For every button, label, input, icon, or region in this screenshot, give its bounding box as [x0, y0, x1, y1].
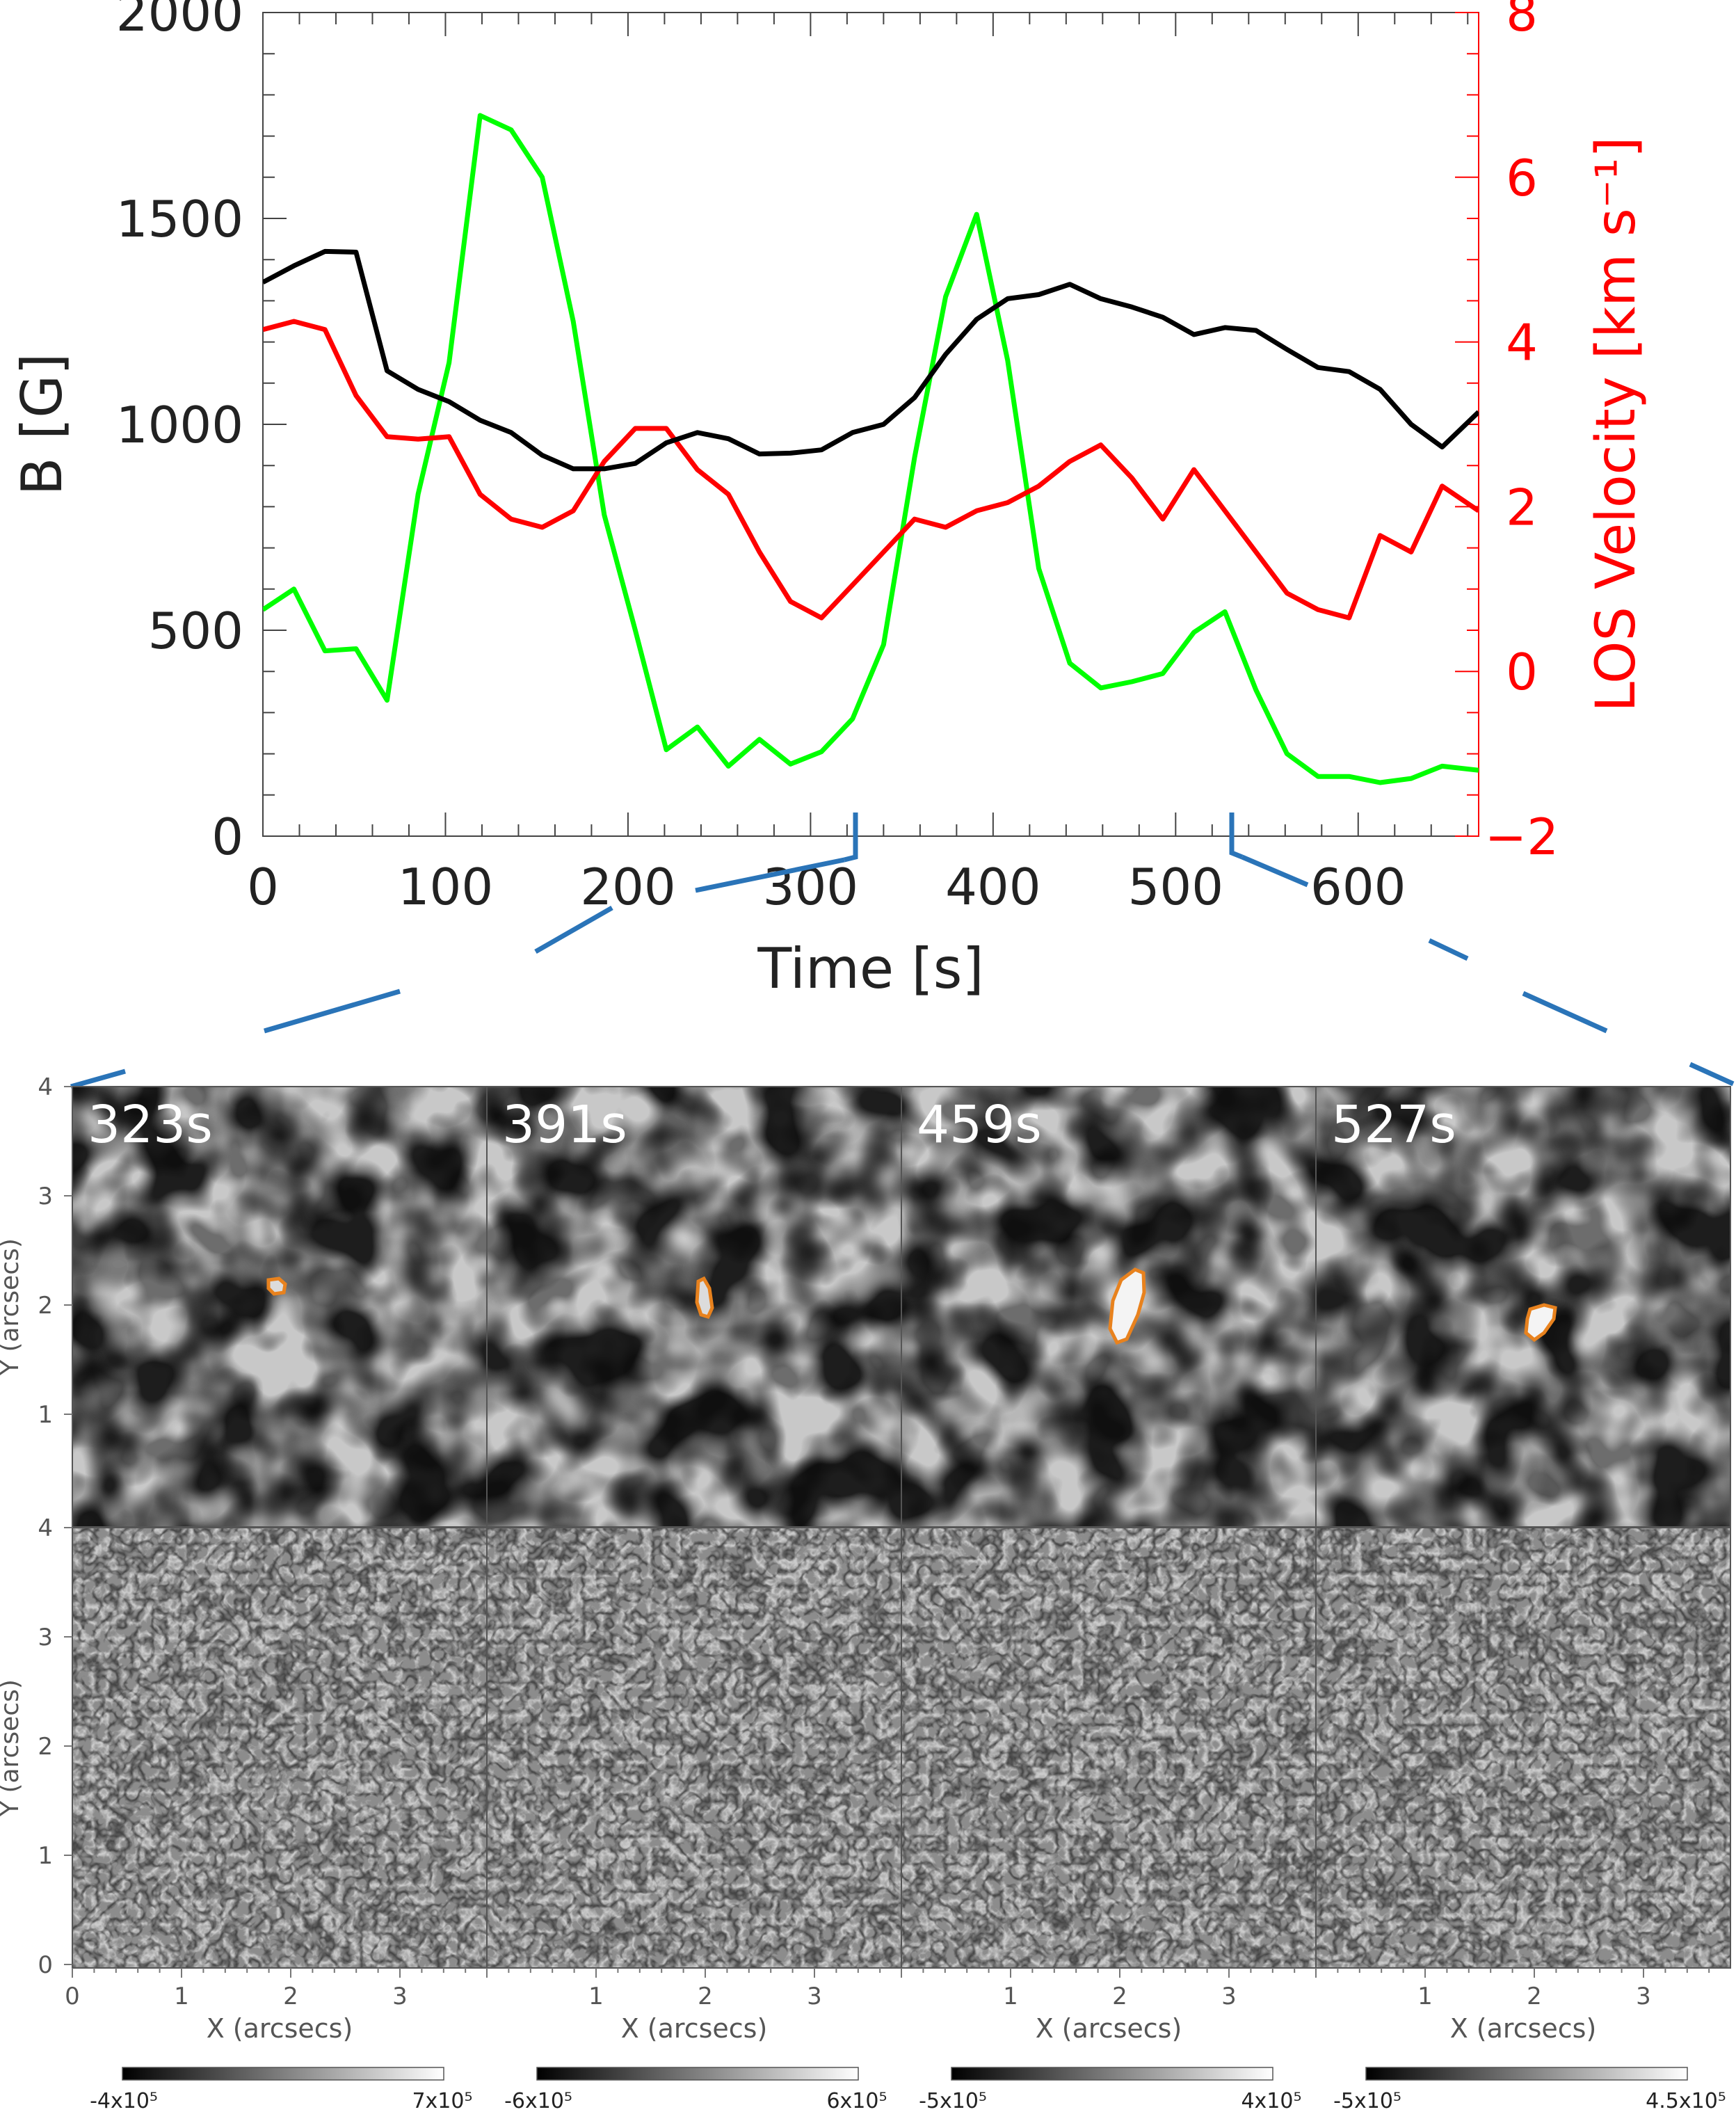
y-axis-label: B [G]: [10, 353, 74, 496]
y-tick-label: 1000: [116, 396, 243, 454]
y-right-axis-label: LOS Velocity [km s⁻¹]: [1585, 136, 1648, 712]
panel-frame: [1315, 1527, 1731, 1969]
vorticity-dark: [487, 1528, 901, 1968]
panel-y-axes: 1 2 3 4 Y (arcsecs) 0 1 2 3 4 Y (arcsecs): [0, 1073, 72, 1979]
y-right-tick-label: −2: [1485, 808, 1559, 866]
connector-left-bracket: [844, 813, 858, 863]
colorbar: [122, 2067, 444, 2081]
x-tick-label: 200: [580, 858, 675, 916]
y-tick-label: 4: [38, 1073, 53, 1101]
y-tick-label: 1: [38, 1401, 53, 1429]
panel-4: 527s 1 2 3 X (arcsecs) -5x10⁵ 4.5x10⁵: [1315, 1086, 1731, 2113]
series-line-green: [263, 113, 1479, 785]
panel-time-label: 391s: [502, 1095, 627, 1155]
connector-right-dashes: [1241, 854, 1735, 1087]
y-axis-label: Y (arcsecs): [0, 1679, 24, 1817]
panel-2: 391s 1 2 3 X (arcsecs) -6x10⁵ 6x10⁵: [486, 1086, 902, 2113]
y-tick-label: 0: [211, 808, 243, 866]
series-lines: [263, 113, 1479, 785]
x-axis-label: X (arcsecs): [1450, 2013, 1597, 2044]
x-tick-label: 1: [588, 1983, 604, 2010]
panel-time-label: 459s: [917, 1095, 1042, 1155]
x-tick-label: 500: [1128, 858, 1223, 916]
x-tick-label: 100: [398, 858, 493, 916]
x-axis-label: Time [s]: [757, 936, 983, 1001]
y-axis-label: Y (arcsecs): [0, 1238, 24, 1376]
colorbar-min-label: -6x10⁵: [504, 2089, 572, 2113]
feature-contour: [266, 1276, 287, 1296]
x-axis-ticks: [262, 13, 1469, 836]
x-tick-label: 3: [807, 1983, 822, 2010]
x-tick-label: 0: [247, 858, 279, 916]
panel-1: 323s 0 1 2 3 X (arcsecs) -4x10⁵ 7x10⁵: [65, 1086, 488, 2113]
y-right-tick-label: 8: [1506, 0, 1538, 42]
feature-contour: [1108, 1267, 1146, 1345]
y-tick-label: 1500: [116, 190, 243, 248]
y-tick-label: 4: [38, 1514, 53, 1542]
colorbar-min-label: -4x10⁵: [90, 2089, 158, 2113]
feature-contour: [1524, 1303, 1557, 1343]
colorbar: [951, 2067, 1273, 2081]
vorticity-dark: [72, 1528, 487, 1968]
y-tick-label: 3: [38, 1183, 53, 1210]
colorbar-max-label: 7x10⁵: [412, 2089, 472, 2113]
connector-left-dashes: [70, 857, 845, 1089]
x-tick-label: 0: [65, 1983, 80, 2010]
x-axis-label: X (arcsecs): [1036, 2013, 1182, 2044]
x-tick-label: 2: [283, 1983, 298, 2010]
x-tick-label: 1: [174, 1983, 189, 2010]
y-right-tick-label: 4: [1506, 314, 1538, 372]
panel-3: 459s 1 2 3 X (arcsecs) -5x10⁵ 4x10⁵: [901, 1086, 1317, 2113]
zoom-connector: [70, 813, 1735, 1089]
colorbar: [1365, 2067, 1688, 2081]
series-line-black: [263, 248, 1479, 472]
plot-frame: [262, 12, 1479, 837]
x-tick-label: 3: [392, 1983, 408, 2010]
series-line-red: [263, 319, 1479, 621]
line-chart: 0 100 200 300 400 500 6000500100015002000−2024…: [10, 0, 1648, 1001]
x-tick-label: 3: [1221, 1983, 1237, 2010]
vorticity-dark: [901, 1528, 1316, 1968]
x-axis-label: X (arcsecs): [207, 2013, 353, 2044]
y-right-tick-label: 0: [1506, 643, 1538, 701]
y-tick-label: 0: [38, 1951, 53, 1979]
x-tick-label: 2: [698, 1983, 713, 2010]
colorbar-min-label: -5x10⁵: [919, 2089, 987, 2113]
x-tick-label: 600: [1310, 858, 1406, 916]
x-tick-label: 400: [945, 858, 1040, 916]
y-tick-label: 1: [38, 1842, 53, 1870]
colorbar-max-label: 4x10⁵: [1241, 2089, 1301, 2113]
x-tick-label: 1: [1003, 1983, 1018, 2010]
y-tick-label: 2: [38, 1733, 53, 1761]
x-tick-label: 3: [1636, 1983, 1651, 2010]
x-axis-label: X (arcsecs): [621, 2013, 768, 2044]
intensity-lanes: [901, 1087, 1316, 1527]
intensity-lanes: [1316, 1087, 1730, 1527]
y-tick-label: 500: [148, 602, 243, 660]
vorticity-dark: [1316, 1528, 1730, 1968]
x-tick-label: 2: [1527, 1983, 1542, 2010]
y-tick-label: 2000: [116, 0, 243, 42]
x-tick-label: 1: [1417, 1983, 1433, 2010]
image-panels: 323s 0 1 2 3 X (arcsecs) -4x10⁵ 7x10⁵ 391s 1 2 3 X (…: [0, 1073, 1731, 2113]
colorbar: [536, 2067, 859, 2081]
y-tick-label: 3: [38, 1624, 53, 1651]
y-right-tick-label: 2: [1506, 478, 1538, 536]
intensity-lanes: [72, 1087, 487, 1527]
tick-labels: 0 100 200 300 400 500 6000500100015002000−2024…: [116, 0, 1559, 916]
colorbar-max-label: 6x10⁵: [826, 2089, 887, 2113]
intensity-lanes: [487, 1087, 901, 1527]
y-axis-ticks: [263, 12, 287, 837]
x-tick-label: 2: [1112, 1983, 1127, 2010]
colorbar-max-label: 4.5x10⁵: [1646, 2089, 1726, 2113]
connector-right-bracket: [1229, 813, 1244, 860]
feature-contour: [695, 1276, 714, 1320]
colorbar-min-label: -5x10⁵: [1333, 2089, 1401, 2113]
y-tick-label: 2: [38, 1292, 53, 1320]
y-right-tick-label: 6: [1506, 149, 1538, 207]
panel-time-label: 527s: [1331, 1095, 1456, 1155]
panel-time-label: 323s: [88, 1095, 213, 1155]
